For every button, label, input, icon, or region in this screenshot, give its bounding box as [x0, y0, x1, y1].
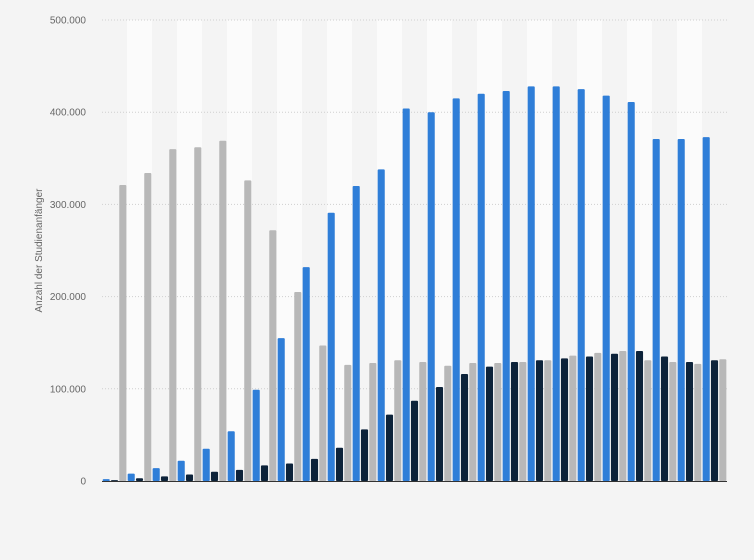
bar-series2-4[interactable] [185, 474, 194, 481]
bar-series3-7[interactable] [269, 230, 277, 481]
bar-series3-14[interactable] [444, 365, 452, 481]
bar-series3-16[interactable] [494, 362, 502, 481]
bar-series2-3[interactable] [160, 476, 169, 481]
bar-series3-11[interactable] [369, 362, 377, 481]
bar-series3-12[interactable] [394, 360, 402, 481]
bars [102, 86, 727, 482]
bar-series2-20[interactable] [585, 356, 594, 481]
bar-series1-2[interactable] [127, 473, 135, 481]
bar-series1-21[interactable] [602, 95, 610, 481]
bar-series3-17[interactable] [519, 362, 527, 481]
bar-series1-20[interactable] [577, 89, 585, 482]
bar-series2-18[interactable] [535, 360, 544, 481]
y-tick-label-4: 400.000 [50, 108, 87, 119]
bar-series1-9[interactable] [302, 267, 310, 481]
bar-series3-25[interactable] [719, 359, 727, 481]
bar-series1-14[interactable] [427, 112, 435, 481]
bar-series1-7[interactable] [252, 389, 260, 481]
bar-series3-2[interactable] [144, 173, 152, 481]
bar-series2-14[interactable] [435, 386, 444, 481]
bar-series3-24[interactable] [694, 363, 702, 481]
bar-series2-5[interactable] [210, 471, 219, 481]
bar-series3-19[interactable] [569, 355, 577, 481]
bar-series2-2[interactable] [135, 478, 144, 481]
bar-series2-22[interactable] [635, 350, 644, 481]
bar-series2-23[interactable] [660, 356, 669, 481]
bar-series2-11[interactable] [360, 429, 369, 481]
bar-series2-21[interactable] [610, 353, 619, 481]
bar-series3-18[interactable] [544, 360, 552, 481]
bar-series3-9[interactable] [319, 345, 327, 481]
bar-series3-5[interactable] [219, 140, 227, 482]
bar-series1-18[interactable] [527, 86, 535, 481]
bar-series1-1[interactable] [102, 479, 110, 481]
bar-series1-17[interactable] [502, 90, 510, 481]
bar-series2-1[interactable] [110, 480, 119, 481]
bar-series1-13[interactable] [402, 108, 410, 482]
bar-series1-22[interactable] [627, 102, 635, 482]
bar-series2-24[interactable] [685, 362, 694, 481]
bar-series1-3[interactable] [152, 468, 160, 481]
bar-series3-8[interactable] [294, 291, 302, 481]
bar-series2-15[interactable] [460, 374, 469, 481]
bar-series2-13[interactable] [410, 400, 419, 481]
bar-series1-12[interactable] [377, 169, 385, 481]
y-tick-label-2: 200.000 [50, 292, 87, 303]
bar-series3-4[interactable] [194, 147, 202, 481]
bar-series3-3[interactable] [169, 149, 177, 481]
bar-series1-25[interactable] [702, 137, 710, 481]
bar-series1-5[interactable] [202, 448, 210, 481]
bar-series1-10[interactable] [327, 212, 335, 481]
bar-series2-10[interactable] [335, 447, 344, 481]
bar-series2-25[interactable] [710, 360, 719, 481]
bar-series3-20[interactable] [594, 352, 602, 481]
bar-series2-7[interactable] [260, 465, 269, 481]
bar-series3-22[interactable] [644, 360, 652, 481]
bar-series1-23[interactable] [652, 138, 660, 482]
bar-series1-15[interactable] [452, 98, 460, 482]
bar-series3-13[interactable] [419, 362, 427, 481]
bar-series1-16[interactable] [477, 93, 485, 481]
bar-series2-9[interactable] [310, 458, 319, 481]
bar-series2-12[interactable] [385, 414, 394, 481]
y-axis-title: Anzahl der Studienanfänger [34, 188, 45, 313]
bar-series2-19[interactable] [560, 358, 569, 481]
bar-series1-24[interactable] [677, 138, 685, 482]
bar-series2-8[interactable] [285, 463, 294, 481]
bar-series2-6[interactable] [235, 469, 244, 481]
bar-series3-15[interactable] [469, 362, 477, 481]
y-tick-label-5: 500.000 [50, 16, 87, 27]
bar-series1-6[interactable] [227, 431, 235, 481]
bar-series3-23[interactable] [669, 362, 677, 481]
y-tick-label-3: 300.000 [50, 200, 87, 211]
bar-series2-16[interactable] [485, 366, 494, 481]
y-tick-label-0: 0 [80, 477, 86, 488]
y-axis-ticks: 0 100.000 200.000 300.000 400.000 500.000 [50, 16, 87, 488]
bar-series3-21[interactable] [619, 350, 627, 481]
bar-series1-8[interactable] [277, 338, 285, 481]
bar-series1-11[interactable] [352, 185, 360, 481]
bar-series3-1[interactable] [119, 185, 127, 481]
bar-series1-19[interactable] [552, 86, 560, 481]
y-tick-label-1: 100.000 [50, 384, 87, 395]
bar-series3-10[interactable] [344, 364, 352, 481]
bar-series1-4[interactable] [177, 460, 185, 481]
gridlines [102, 19, 727, 390]
bar-series2-17[interactable] [510, 362, 519, 481]
bar-series3-6[interactable] [244, 180, 252, 482]
